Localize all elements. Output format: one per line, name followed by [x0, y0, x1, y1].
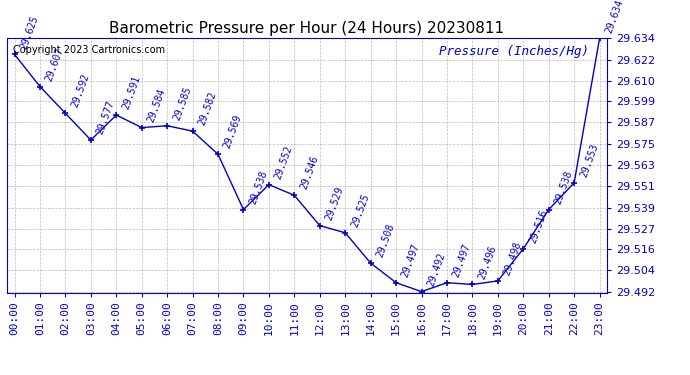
Text: 29.525: 29.525: [349, 192, 371, 229]
Text: 29.508: 29.508: [375, 222, 396, 259]
Text: 29.497: 29.497: [400, 242, 422, 279]
Text: 29.584: 29.584: [146, 87, 168, 123]
Title: Barometric Pressure per Hour (24 Hours) 20230811: Barometric Pressure per Hour (24 Hours) …: [110, 21, 504, 36]
Text: 29.552: 29.552: [273, 144, 295, 180]
Text: 29.553: 29.553: [578, 142, 600, 178]
Text: 29.538: 29.538: [553, 169, 574, 206]
Text: 29.582: 29.582: [197, 90, 218, 127]
Text: 29.497: 29.497: [451, 242, 473, 279]
Text: 29.585: 29.585: [171, 85, 193, 122]
Text: 29.569: 29.569: [222, 114, 244, 150]
Text: Copyright 2023 Cartronics.com: Copyright 2023 Cartronics.com: [13, 45, 165, 55]
Text: Pressure (Inches/Hg): Pressure (Inches/Hg): [439, 45, 589, 58]
Text: 29.546: 29.546: [299, 154, 320, 191]
Text: 29.498: 29.498: [502, 240, 524, 277]
Text: 29.538: 29.538: [248, 169, 269, 206]
Text: 29.577: 29.577: [95, 99, 117, 136]
Text: 29.592: 29.592: [70, 73, 91, 109]
Text: 29.591: 29.591: [121, 74, 142, 111]
Text: 29.516: 29.516: [527, 208, 549, 245]
Text: 29.529: 29.529: [324, 185, 346, 222]
Text: 29.492: 29.492: [426, 251, 447, 288]
Text: 29.634: 29.634: [604, 0, 625, 34]
Text: 29.625: 29.625: [19, 14, 40, 50]
Text: 29.496: 29.496: [477, 244, 498, 280]
Text: 29.607: 29.607: [44, 46, 66, 82]
